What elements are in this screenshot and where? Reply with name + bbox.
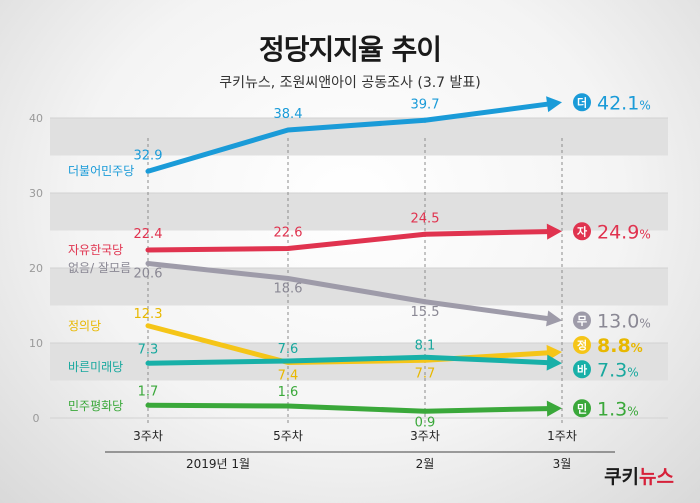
data-label-4-1: 7.6: [278, 342, 299, 357]
end-value-unit-2: %: [639, 317, 650, 331]
end-value-2: 13.0%: [597, 311, 651, 333]
y-tick-label-3: 30: [29, 187, 43, 200]
series-line-1: [145, 231, 428, 253]
grid-band-2: [50, 268, 668, 306]
series-name-1: 자유한국당: [68, 243, 123, 257]
y-tick-label-2: 20: [29, 262, 43, 275]
end-value-1: 24.9%: [597, 221, 651, 243]
series-badge-1: [573, 222, 591, 241]
series-arrow-shaft-0: [422, 101, 550, 123]
series-arrow-head-1: [546, 223, 562, 240]
end-value-unit-5: %: [627, 404, 638, 418]
series-line-0: [145, 117, 428, 174]
x-group-label-2: 3월: [553, 457, 572, 471]
x-tick-label-0: 3주차: [133, 429, 163, 443]
series-name-5: 민주평화당: [68, 399, 123, 413]
series-arrow-shaft-4: [422, 354, 550, 366]
chart-title: 정당지지율 추이: [258, 33, 442, 66]
series-badge-5: [573, 399, 591, 418]
grid-band-1: [50, 193, 668, 231]
end-value-0: 42.1%: [597, 92, 651, 114]
end-value-unit-4: %: [627, 365, 638, 379]
x-tick-label-3: 1주차: [547, 429, 577, 443]
end-value-unit-1: %: [639, 227, 650, 241]
y-tick-label-0: 0: [33, 412, 40, 425]
series-badge-2: [573, 311, 591, 330]
series-line-2: [145, 261, 428, 305]
data-label-5-2: 0.9: [415, 415, 436, 430]
series-arrow-head-0: [546, 96, 562, 113]
end-value-unit-3: %: [631, 341, 643, 355]
end-value-unit-0: %: [639, 98, 650, 112]
series-name-3: 정의당: [68, 319, 101, 333]
x-group-label-1: 2월: [416, 457, 435, 471]
series-arrow-shaft-2: [422, 299, 550, 321]
data-label-2-1: 18.6: [274, 282, 303, 297]
data-label-1-0: 22.4: [134, 227, 163, 242]
data-label-4-2: 8.1: [415, 338, 436, 353]
data-label-5-1: 1.6: [278, 385, 299, 400]
data-label-1-2: 24.5: [411, 211, 440, 226]
chart-subtitle: 쿠키뉴스, 조원씨앤아이 공동조사 (3.7 발표): [219, 75, 481, 91]
data-label-0-2: 39.7: [411, 97, 440, 112]
series-arrow-head-5: [546, 400, 562, 417]
series-badge-text-3: 정: [577, 338, 587, 352]
kuki-news-logo: 쿠키뉴스: [604, 462, 674, 489]
y-tick-label-4: 40: [29, 112, 43, 125]
logo-text-b: 뉴스: [639, 466, 674, 488]
data-label-4-0: 7.3: [138, 342, 159, 357]
series-name-0: 더불어민주당: [68, 164, 134, 178]
series-badge-text-1: 자: [577, 224, 588, 238]
series-line-4: [145, 354, 428, 366]
series-badge-text-4: 바: [577, 362, 588, 376]
end-value-3: 8.8%: [597, 335, 643, 357]
end-value-5: 1.3%: [597, 398, 639, 420]
x-tick-label-1: 5주차: [273, 429, 303, 443]
x-group-label-0: 2019년 1월: [186, 457, 250, 471]
series-badge-text-2: 무: [577, 315, 587, 328]
series-name-4: 바른미래당: [68, 360, 123, 374]
logo-text-a: 쿠키: [604, 466, 640, 488]
data-label-3-0: 12.3: [134, 307, 163, 322]
data-label-2-2: 15.5: [411, 305, 440, 320]
data-label-3-2: 7.7: [415, 366, 436, 381]
data-label-0-1: 38.4: [274, 107, 303, 122]
data-label-5-0: 1.7: [138, 384, 159, 399]
series-arrow-head-2: [546, 310, 562, 327]
series-arrow-shaft-1: [422, 229, 550, 237]
series-line-5: [145, 402, 428, 414]
y-tick-label-1: 10: [29, 337, 43, 350]
series-arrow-shaft-5: [422, 406, 550, 414]
series-arrow-head-4: [546, 354, 562, 371]
series-badge-text-0: 더: [577, 95, 587, 109]
series-badge-4: [573, 360, 591, 379]
data-label-1-1: 22.6: [274, 226, 303, 241]
series-name-2: 없음/ 잘모름: [68, 261, 131, 275]
series-badge-3: [573, 336, 591, 354]
end-value-4: 7.3%: [597, 359, 639, 381]
data-label-0-0: 32.9: [134, 148, 163, 163]
series-badge-text-5: 민: [577, 401, 587, 415]
data-label-3-1: 7.4: [278, 369, 299, 384]
series-badge-0: [573, 93, 591, 112]
data-label-2-0: 20.6: [134, 267, 163, 282]
x-tick-label-2: 3주차: [410, 429, 440, 443]
